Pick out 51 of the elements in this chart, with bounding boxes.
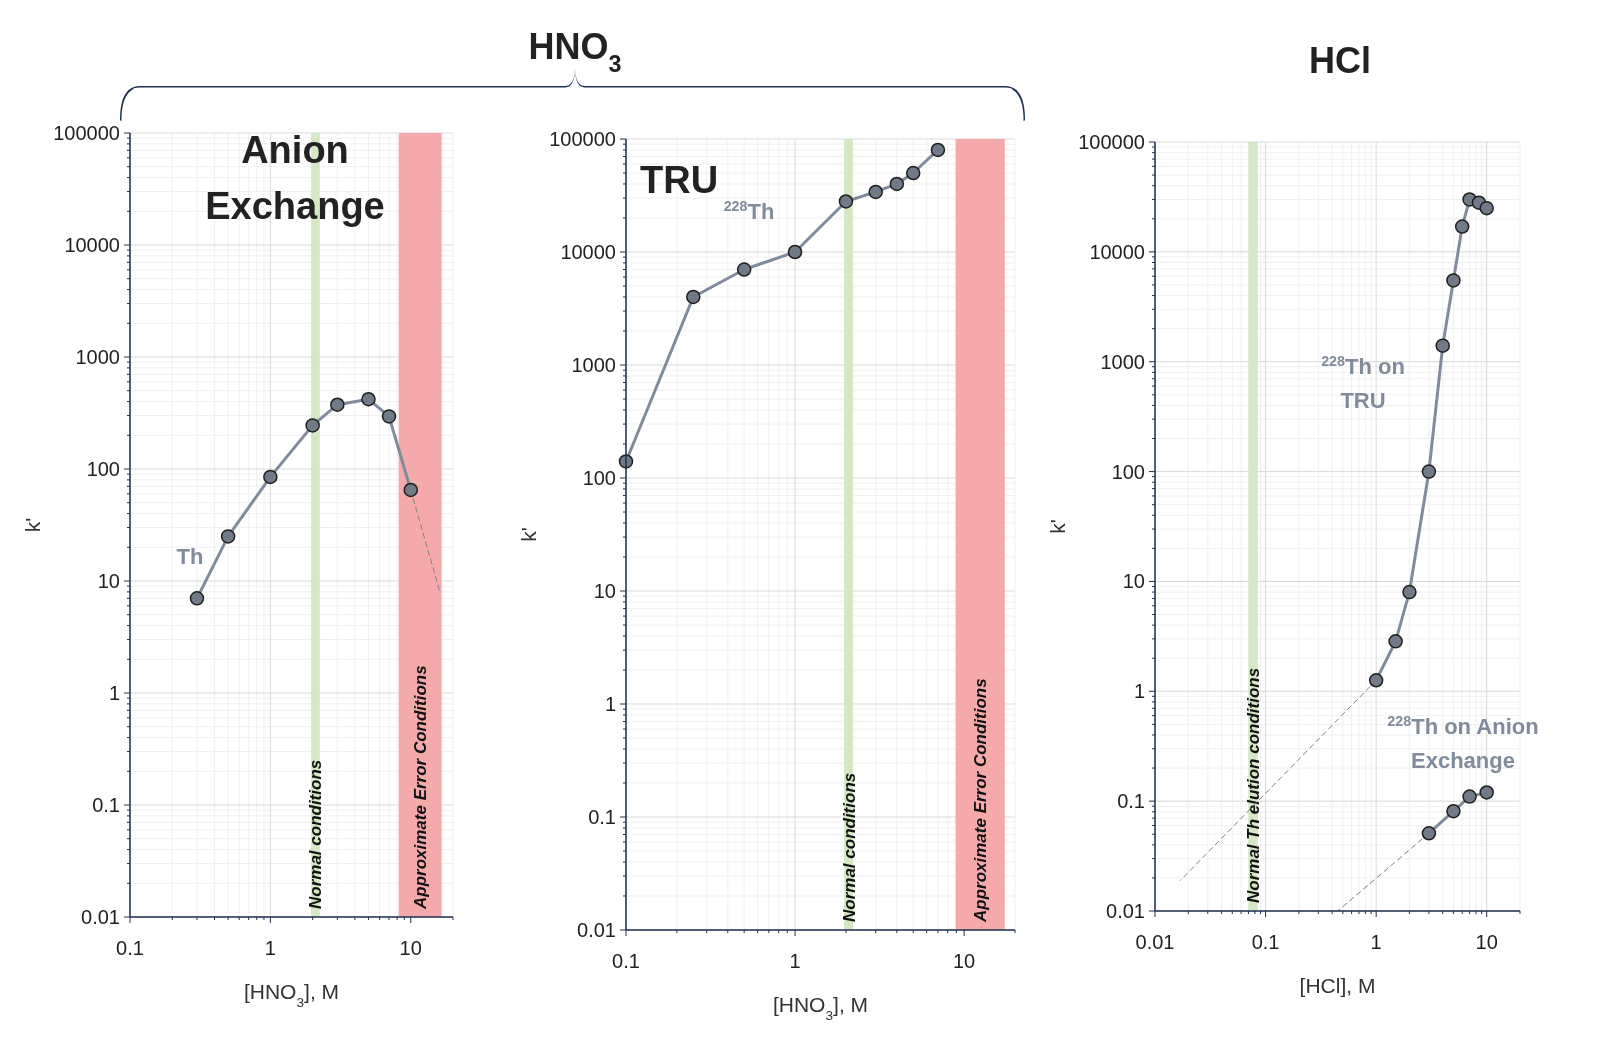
series-label: Th	[176, 543, 204, 569]
band-label: Normal conditions	[839, 772, 859, 922]
y-tick-label: 1000	[571, 354, 616, 376]
y-tick-label: 1000	[1100, 350, 1145, 373]
y-axis-title: k'	[1046, 519, 1069, 534]
y-tick-label: 100000	[1078, 131, 1145, 153]
band-label: Approximate Error Conditions	[971, 678, 991, 923]
y-axis-title: k'	[517, 527, 540, 542]
text: Anion Exchange	[205, 129, 385, 228]
x-axis-title: [HNO$_{3}$], M	[243, 980, 340, 1010]
series-label: $^{228}$Th on TRU	[1321, 352, 1405, 413]
y-axis-title: k'	[21, 517, 44, 533]
y-tick-label: 10	[593, 580, 616, 602]
y-tick-label: 0.1	[1117, 790, 1145, 813]
band-label: Normal conditions	[306, 759, 326, 909]
x-tick-label: 1	[264, 937, 276, 959]
y-tick-label: 1	[604, 693, 616, 715]
y-tick-label: 10000	[560, 241, 616, 263]
text: TRU	[640, 159, 719, 202]
y-tick-label: 10000	[64, 234, 120, 256]
y-tick-label: 10	[1122, 570, 1145, 593]
x-tick-label: 10	[1475, 931, 1498, 953]
y-tick-label: 100	[1111, 460, 1145, 483]
y-tick-label: 1	[108, 682, 120, 704]
y-tick-label: 0.1	[92, 794, 120, 816]
x-tick-label: 1	[1370, 931, 1382, 953]
series-label: $^{228}$Th	[723, 197, 775, 224]
x-tick-label: 10	[952, 950, 976, 972]
y-tick-label: 1000	[75, 346, 120, 368]
band-label: Normal Th elution conditions	[1244, 667, 1264, 903]
x-tick-label: 0.1	[612, 950, 640, 972]
y-tick-label: 10	[97, 570, 120, 592]
x-tick-label: 0.1	[116, 937, 144, 959]
chart-title: HCl	[1309, 39, 1371, 81]
chart-title: HNO$_{3}$	[528, 25, 622, 77]
y-tick-label: 100	[582, 467, 616, 489]
x-tick-label: 1	[789, 950, 801, 972]
y-tick-label: 100000	[549, 128, 616, 150]
y-tick-label: 0.1	[588, 806, 616, 828]
y-tick-label: 0.01	[81, 906, 120, 928]
band-label: Approximate Error Conditions	[411, 665, 431, 910]
x-tick-label: 0.1	[1251, 931, 1280, 953]
x-axis-title: [HNO$_{3}$], M	[772, 993, 869, 1023]
x-tick-label: 10	[399, 937, 422, 959]
text: $^{228}$Th on Anion Exchange	[1387, 712, 1539, 773]
x-axis-title: [HCl], M	[1299, 974, 1376, 997]
y-tick-label: 0.01	[1106, 900, 1145, 922]
y-tick-label: 100000	[53, 122, 120, 144]
y-tick-label: 10000	[1089, 240, 1145, 263]
y-tick-label: 100	[86, 458, 120, 480]
y-tick-label: 1	[1133, 680, 1145, 703]
